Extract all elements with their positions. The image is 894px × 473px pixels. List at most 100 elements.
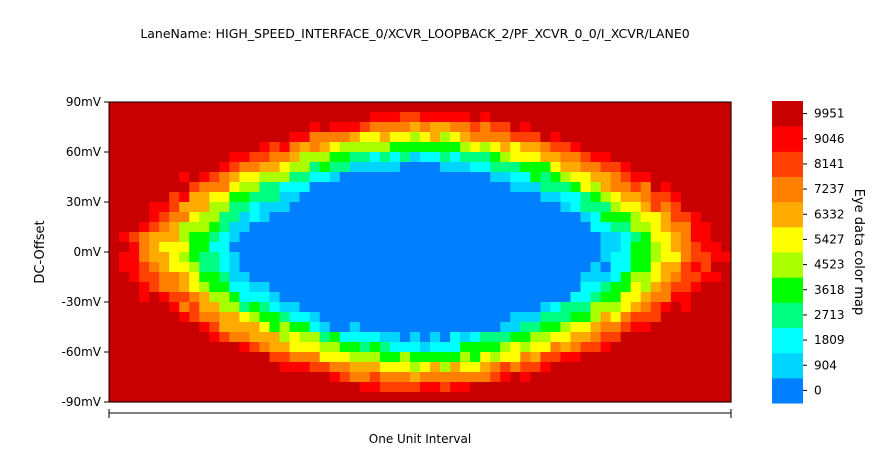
heatmap-cell (520, 102, 531, 113)
heatmap-cell (379, 182, 391, 193)
heatmap-cell (540, 132, 552, 143)
heatmap-cell (590, 282, 602, 293)
heatmap-cell (139, 192, 150, 203)
colorbar-swatch (772, 151, 803, 177)
heatmap-cell (179, 342, 190, 353)
heatmap-cell (249, 292, 261, 303)
heatmap-cell (500, 222, 511, 233)
heatmap-cell (520, 222, 531, 233)
heatmap-cell (109, 292, 120, 303)
heatmap-cell (530, 252, 541, 263)
heatmap-cell (650, 372, 662, 383)
heatmap-cell (309, 342, 321, 353)
heatmap-cell (219, 252, 230, 263)
heatmap-cell (129, 282, 140, 293)
heatmap-cell (700, 162, 712, 173)
heatmap-cell (570, 312, 582, 323)
heatmap-cell (149, 202, 160, 213)
heatmap-cell (720, 152, 732, 163)
heatmap-cell (269, 222, 281, 233)
heatmap-cell (209, 382, 220, 393)
heatmap-cell (309, 372, 321, 383)
heatmap-cell (149, 382, 160, 393)
heatmap-cell (289, 122, 301, 133)
heatmap-cell (159, 102, 170, 113)
heatmap-cell (510, 212, 521, 223)
heatmap-cell (229, 392, 241, 403)
heatmap-cell (540, 312, 552, 323)
heatmap-cell (510, 102, 521, 113)
heatmap-cell (339, 182, 351, 193)
colorbar-tick-label: 1809 (814, 333, 845, 347)
heatmap-cell (650, 122, 662, 133)
heatmap-cell (329, 242, 341, 253)
heatmap-cell (149, 392, 160, 403)
heatmap-cell (470, 342, 481, 353)
heatmap-cell (520, 332, 531, 343)
heatmap-cell (510, 362, 521, 373)
heatmap-cell (249, 172, 261, 183)
heatmap-cell (359, 222, 371, 233)
heatmap-cell (470, 352, 481, 363)
heatmap-cell (309, 212, 321, 223)
heatmap-cell (289, 232, 301, 243)
heatmap-cell (660, 122, 672, 133)
heatmap-cell (329, 162, 341, 173)
heatmap-cell (239, 382, 251, 393)
heatmap-cell (189, 302, 200, 313)
heatmap-cell (309, 292, 321, 303)
heatmap-cell (399, 132, 411, 143)
heatmap-cell (189, 222, 200, 233)
heatmap-cell (169, 262, 180, 273)
heatmap-cell (149, 302, 160, 313)
heatmap-cell (570, 382, 582, 393)
heatmap-cell (409, 132, 421, 143)
heatmap-cell (440, 222, 451, 233)
heatmap-cell (530, 202, 541, 213)
heatmap-cell (359, 252, 371, 263)
heatmap-cell (690, 272, 702, 283)
heatmap-cell (580, 122, 592, 133)
heatmap-cell (389, 182, 401, 193)
heatmap-cell (269, 282, 281, 293)
heatmap-cell (359, 392, 371, 403)
heatmap-cell (720, 392, 732, 403)
heatmap-cell (179, 112, 190, 123)
heatmap-cell (109, 372, 120, 383)
heatmap-cell (520, 352, 531, 363)
heatmap-cell (259, 332, 271, 343)
heatmap-cell (520, 372, 531, 383)
heatmap-cell (630, 112, 642, 123)
heatmap-cell (530, 392, 541, 403)
heatmap-cell (430, 292, 441, 303)
heatmap-cell (109, 312, 120, 323)
heatmap-cell (690, 112, 702, 123)
heatmap-cell (660, 172, 672, 183)
heatmap-cell (700, 232, 712, 243)
heatmap-cell (650, 172, 662, 183)
heatmap-cell (389, 132, 401, 143)
heatmap-cell (319, 262, 331, 273)
heatmap-cell (680, 152, 692, 163)
heatmap-cell (299, 352, 311, 363)
heatmap-cell (700, 312, 712, 323)
heatmap-cell (620, 112, 632, 123)
heatmap-cell (299, 182, 311, 193)
heatmap-cell (680, 382, 692, 393)
heatmap-cell (349, 182, 361, 193)
heatmap-cell (289, 132, 301, 143)
heatmap-cell (530, 162, 541, 173)
heatmap-cell (209, 262, 220, 273)
heatmap-cell (249, 202, 261, 213)
heatmap-cell (379, 122, 391, 133)
heatmap-cell (450, 132, 461, 143)
heatmap-cell (209, 362, 220, 373)
heatmap-cell (660, 312, 672, 323)
heatmap-cell (690, 182, 702, 193)
heatmap-cell (670, 202, 682, 213)
heatmap-cell (399, 232, 411, 243)
heatmap-cell (109, 152, 120, 163)
heatmap-cell (600, 132, 612, 143)
heatmap-cell (590, 122, 602, 133)
heatmap-cell (359, 122, 371, 133)
